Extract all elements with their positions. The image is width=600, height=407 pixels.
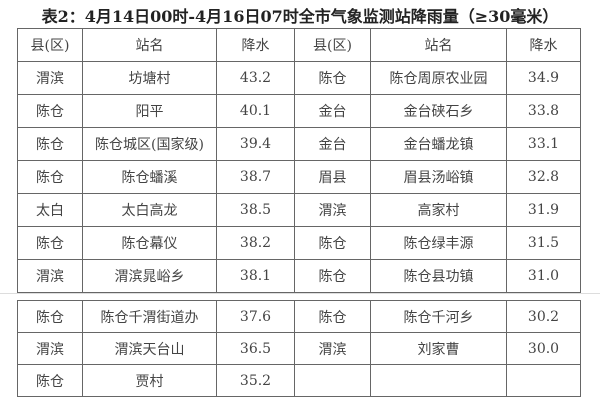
- table-row: 陈仓 陈仓幕仪 38.2 陈仓 陈仓绿丰源 31.5: [17, 226, 581, 260]
- table-cell: 33.8: [506, 94, 581, 128]
- table-cell: 降水: [216, 28, 295, 62]
- table-cell: 32.8: [506, 160, 581, 194]
- table-cell: [506, 364, 581, 397]
- table-row: 渭滨 渭滨天台山 36.5 渭滨 刘家曹 30.0: [17, 332, 581, 365]
- table-row: 渭滨 渭滨晁峪乡 38.1 陈仓 陈仓县功镇 31.0: [17, 259, 581, 293]
- table-cell: 金台: [294, 127, 371, 161]
- table-cell: 陈仓: [17, 364, 83, 397]
- table-cell: 陈仓蟠溪: [82, 160, 217, 194]
- table-cell: 站名: [82, 28, 217, 62]
- table-cell: 阳平: [82, 94, 217, 128]
- table-cell: 降水: [506, 28, 581, 62]
- table-cell: 陈仓城区(国家级): [82, 127, 217, 161]
- table-cell: 38.1: [216, 259, 295, 293]
- page-break: [0, 293, 600, 294]
- table-cell: 坊塘村: [82, 61, 217, 95]
- table-cell: 渭滨: [17, 259, 83, 293]
- table-cell: [294, 364, 371, 397]
- table-cell: 陈仓千河乡: [370, 300, 507, 333]
- table-cell: 渭滨: [17, 61, 83, 95]
- table-row: 陈仓 贾村 35.2: [17, 364, 581, 397]
- table-cell: 37.6: [216, 300, 295, 333]
- table-cell: 太白高龙: [82, 193, 217, 227]
- table-cell: 陈仓: [294, 300, 371, 333]
- rainfall-table-continued: 陈仓 陈仓千渭街道办 37.6 陈仓 陈仓千河乡 30.2 渭滨 渭滨天台山 36.5 渭滨 刘家曹…: [17, 300, 581, 397]
- table-cell: 陈仓: [17, 127, 83, 161]
- table-cell: 金台: [294, 94, 371, 128]
- table-cell: 金台蟠龙镇: [370, 127, 507, 161]
- table-cell: 渭滨天台山: [82, 332, 217, 365]
- rainfall-table: 县(区) 站名 降水 县(区) 站名 降水 渭滨 坊塘村 43.2 陈仓 陈仓周原农业园 34.9 陈仓…: [17, 28, 581, 293]
- table-cell: 渭滨晁峪乡: [82, 259, 217, 293]
- table-cell: 陈仓千渭街道办: [82, 300, 217, 333]
- table-cell: 31.9: [506, 193, 581, 227]
- table-cell: 31.5: [506, 226, 581, 260]
- header-row: 县(区) 站名 降水 县(区) 站名 降水: [17, 28, 581, 62]
- table-cell: 贾村: [82, 364, 217, 397]
- table-cell: 陈仓绿丰源: [370, 226, 507, 260]
- table-cell: 渭滨: [294, 332, 371, 365]
- table-row: 渭滨 坊塘村 43.2 陈仓 陈仓周原农业园 34.9: [17, 61, 581, 95]
- table-cell: 眉县: [294, 160, 371, 194]
- table-cell: 县(区): [294, 28, 371, 62]
- table-cell: 30.0: [506, 332, 581, 365]
- table-cell: 38.2: [216, 226, 295, 260]
- table-cell: 陈仓县功镇: [370, 259, 507, 293]
- table-cell: 43.2: [216, 61, 295, 95]
- table-cell: [370, 364, 507, 397]
- table-cell: 太白: [17, 193, 83, 227]
- table-cell: 陈仓: [294, 61, 371, 95]
- table-row: 陈仓 阳平 40.1 金台 金台硖石乡 33.8: [17, 94, 581, 128]
- table-title: 表2：4月14日00时-4月16日07时全市气象监测站降雨量（≥30毫米）: [41, 7, 559, 26]
- table-cell: 33.1: [506, 127, 581, 161]
- table-row: 陈仓 陈仓千渭街道办 37.6 陈仓 陈仓千河乡 30.2: [17, 300, 581, 333]
- table-row: 太白 太白高龙 38.5 渭滨 高家村 31.9: [17, 193, 581, 227]
- table-cell: 35.2: [216, 364, 295, 397]
- table-cell: 高家村: [370, 193, 507, 227]
- table-cell: 陈仓: [17, 160, 83, 194]
- table-cell: 渭滨: [294, 193, 371, 227]
- table-row: 陈仓 陈仓蟠溪 38.7 眉县 眉县汤峪镇 32.8: [17, 160, 581, 194]
- table-cell: 渭滨: [17, 332, 83, 365]
- table-cell: 陈仓: [17, 300, 83, 333]
- table-cell: 站名: [370, 28, 507, 62]
- table-cell: 36.5: [216, 332, 295, 365]
- table-row: 陈仓 陈仓城区(国家级) 39.4 金台 金台蟠龙镇 33.1: [17, 127, 581, 161]
- table-cell: 陈仓幕仪: [82, 226, 217, 260]
- table-cell: 县(区): [17, 28, 83, 62]
- table-cell: 金台硖石乡: [370, 94, 507, 128]
- table-cell: 30.2: [506, 300, 581, 333]
- table-cell: 38.5: [216, 193, 295, 227]
- table-cell: 34.9: [506, 61, 581, 95]
- table-cell: 40.1: [216, 94, 295, 128]
- table-cell: 31.0: [506, 259, 581, 293]
- table-cell: 眉县汤峪镇: [370, 160, 507, 194]
- table-cell: 陈仓: [294, 226, 371, 260]
- table-cell: 陈仓: [294, 259, 371, 293]
- table-cell: 刘家曹: [370, 332, 507, 365]
- table-cell: 陈仓: [17, 94, 83, 128]
- table-cell: 陈仓: [17, 226, 83, 260]
- table-cell: 陈仓周原农业园: [370, 61, 507, 95]
- table-cell: 38.7: [216, 160, 295, 194]
- table-cell: 39.4: [216, 127, 295, 161]
